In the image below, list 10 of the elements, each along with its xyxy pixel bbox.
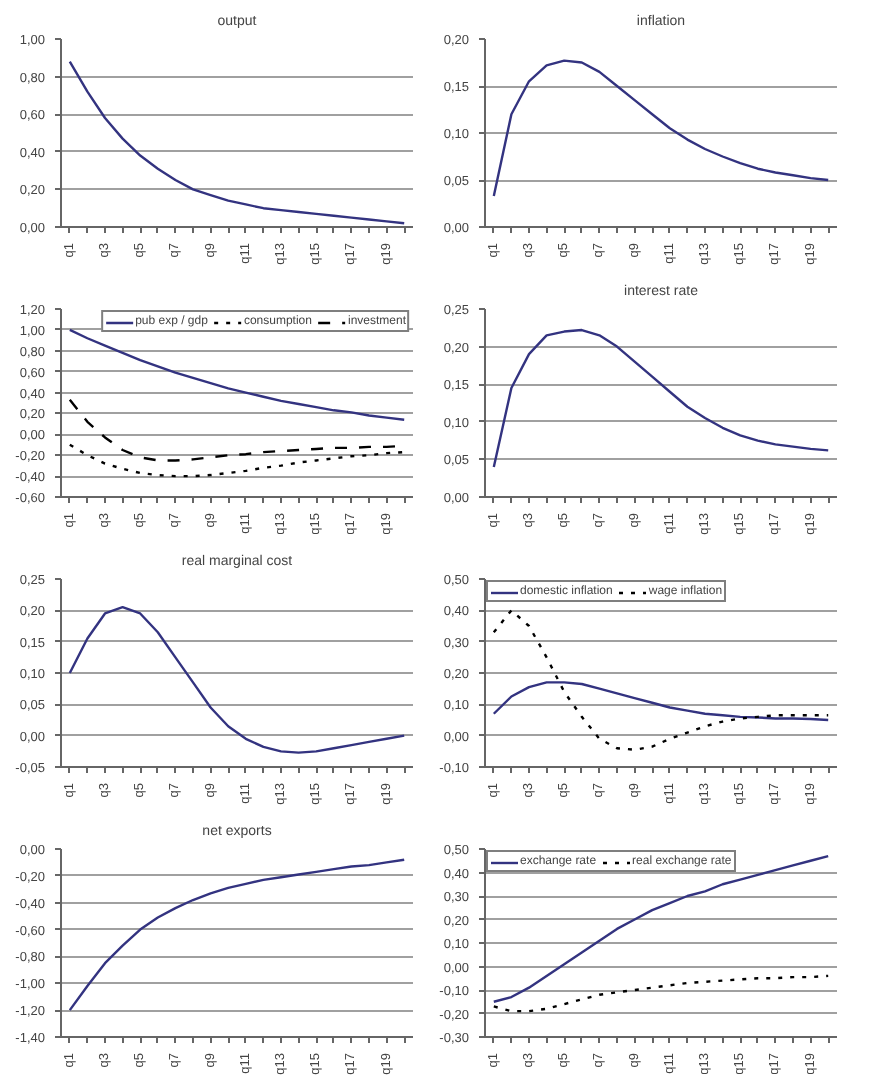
line-series [492, 854, 830, 1003]
line-series [492, 974, 830, 1013]
line-series [68, 328, 406, 421]
line-series [492, 59, 830, 198]
line-series [68, 60, 406, 225]
line-series [68, 606, 406, 754]
line-series [68, 858, 406, 1012]
line-series [492, 328, 830, 469]
line-series [492, 609, 830, 751]
line-series [492, 681, 830, 722]
